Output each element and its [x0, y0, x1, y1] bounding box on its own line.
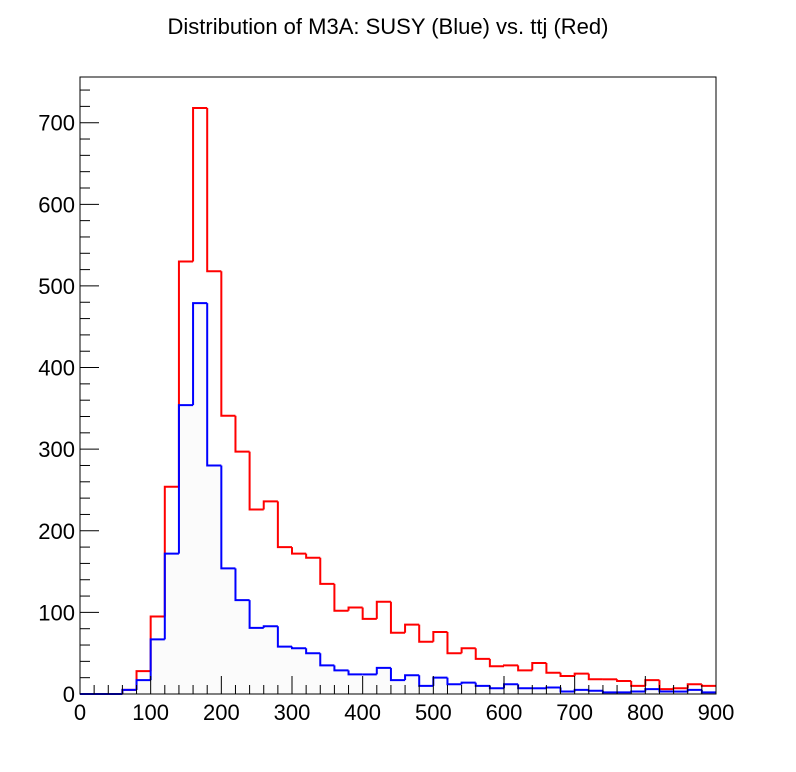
y-tick-label: 100	[38, 600, 75, 625]
histogram-bin	[630, 690, 646, 693]
histogram-bin	[389, 601, 406, 634]
x-tick-label: 700	[556, 700, 593, 725]
x-tick-label: 0	[74, 700, 86, 725]
histogram-bin	[149, 638, 165, 681]
histogram-bin	[206, 303, 222, 467]
y-tick-label: 0	[63, 682, 75, 707]
histogram-bin	[220, 465, 236, 570]
histogram-bin	[446, 677, 462, 686]
histogram-bin	[177, 404, 194, 554]
histogram-bin	[206, 108, 222, 273]
x-tick-label: 200	[203, 700, 240, 725]
label-layer: 0 100 200 300 400 500 600 700 800 900 0 100 200 300 40…	[38, 111, 734, 725]
histogram-bin	[700, 689, 716, 694]
histogram-bin	[601, 690, 618, 694]
x-tick-label: 300	[274, 700, 311, 725]
chart-title: Distribution of M3A: SUSY (Blue) vs. ttj…	[167, 14, 609, 39]
histogram-bin	[262, 625, 278, 628]
histogram-bin	[700, 684, 716, 687]
x-tick-label: 600	[486, 700, 523, 725]
histogram-bin	[418, 675, 434, 687]
histogram-bin	[418, 624, 434, 643]
histogram-bin	[319, 557, 335, 585]
histogram-bin	[262, 500, 278, 510]
histogram-bin	[361, 607, 377, 620]
x-tick-label: 500	[415, 700, 452, 725]
histogram-bin	[291, 646, 307, 650]
plot-frame	[79, 76, 717, 695]
series-layer	[80, 107, 716, 695]
histogram-bin	[248, 600, 264, 629]
x-tick-label: 400	[344, 700, 381, 725]
histogram-bin	[163, 552, 179, 640]
histogram-bin	[234, 415, 250, 453]
histogram-bin	[658, 680, 674, 691]
histogram-bin	[404, 623, 420, 633]
histogram-bin	[559, 672, 575, 678]
histogram-bin	[644, 679, 660, 686]
y-tick-label: 600	[38, 192, 75, 217]
y-tick-label: 300	[38, 437, 75, 462]
histogram-bin	[220, 271, 236, 417]
histogram-bin	[460, 647, 476, 654]
histogram-bin	[319, 653, 335, 667]
histogram-bin	[276, 501, 292, 549]
histogram-bin	[333, 665, 349, 672]
x-tick-label: 100	[132, 700, 169, 725]
histogram-bin	[432, 630, 448, 642]
histogram-bin	[587, 689, 603, 692]
histogram-bin	[347, 670, 363, 676]
histogram-bin	[545, 662, 561, 674]
histogram-bin	[305, 648, 321, 655]
fill-layer	[80, 303, 716, 694]
histogram-bin	[559, 687, 575, 693]
histogram-bin	[291, 547, 307, 555]
histogram-bin	[531, 661, 547, 671]
histogram-bin	[276, 626, 292, 648]
histogram-bin	[234, 568, 250, 602]
histogram-bin	[672, 687, 688, 690]
histogram-bin	[192, 302, 208, 406]
histogram-bin	[446, 631, 462, 655]
histogram-bin	[503, 664, 519, 667]
histogram-bin	[488, 658, 504, 668]
histogram-bin	[305, 553, 321, 559]
tick-layer	[79, 89, 717, 695]
y-tick-label: 500	[38, 274, 75, 299]
histogram-bin	[375, 666, 391, 675]
histogram-bin	[517, 684, 533, 690]
histogram-bin	[248, 451, 264, 511]
histogram-bin	[630, 680, 646, 687]
histogram-bin	[587, 673, 603, 681]
histogram-bin	[686, 683, 702, 689]
histogram-bin	[517, 665, 533, 672]
histogram-bin	[488, 685, 504, 690]
histogram-bin	[333, 583, 349, 612]
histogram-bin	[404, 674, 420, 681]
y-tick-label: 400	[38, 356, 75, 381]
histogram-bin	[460, 681, 476, 685]
histogram-bin	[573, 672, 589, 677]
histogram-bin	[474, 648, 490, 660]
x-tick-label: 900	[698, 700, 735, 725]
x-tick-label: 800	[627, 700, 664, 725]
histogram-bin	[375, 600, 391, 619]
blue-series-fill	[80, 303, 716, 694]
histogram-bin	[389, 667, 406, 682]
histogram-bin	[347, 606, 363, 611]
histogram-bin	[616, 679, 632, 682]
y-tick-label: 200	[38, 519, 75, 544]
y-tick-label: 700	[38, 111, 75, 136]
histogram-bin	[545, 686, 561, 689]
histogram-bin	[474, 682, 490, 687]
histogram-bin	[192, 107, 208, 262]
